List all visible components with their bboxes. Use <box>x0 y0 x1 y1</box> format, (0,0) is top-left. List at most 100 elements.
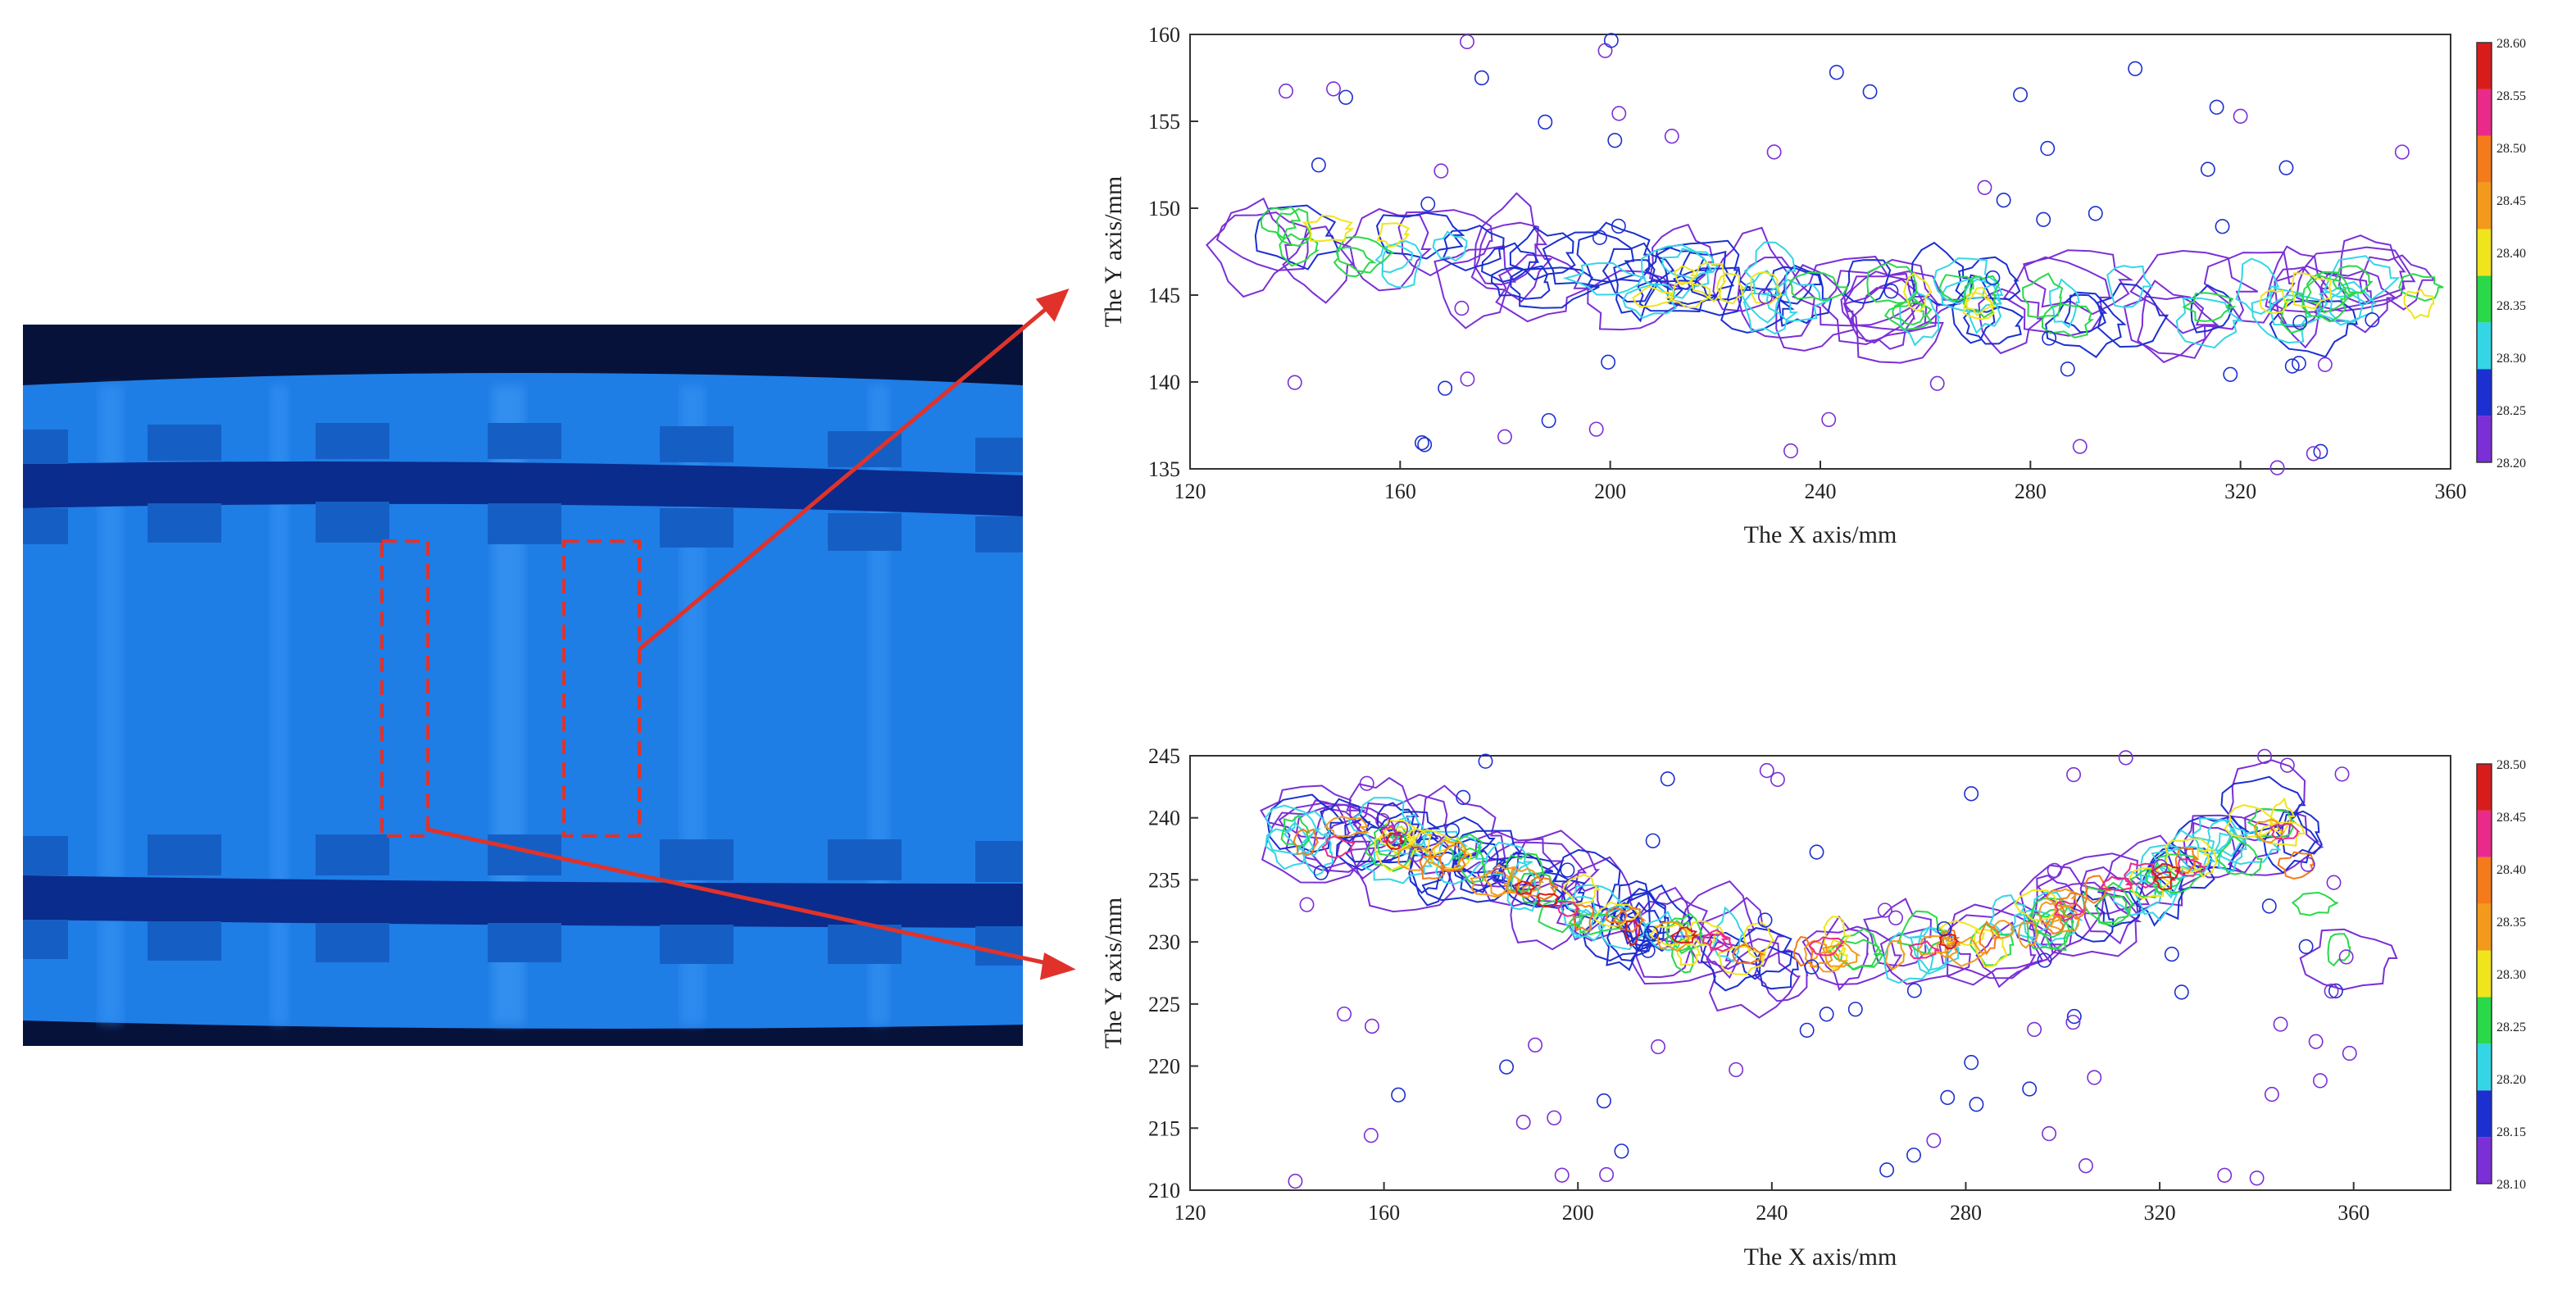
contour-speck <box>1862 84 1878 100</box>
x-tick-label: 160 <box>1368 1201 1400 1225</box>
contour-line <box>2174 858 2206 877</box>
contour-speck <box>1964 1055 1979 1071</box>
contour-line <box>1265 821 1317 871</box>
contour-speck <box>2036 211 2051 227</box>
colorbar-label: 28.20 <box>2496 457 2526 470</box>
contour-line <box>1803 939 1836 968</box>
contour-speck <box>1929 375 1945 391</box>
contour-speck <box>1969 1097 1984 1112</box>
contour-line <box>2235 257 2280 315</box>
contour-line <box>2014 889 2059 921</box>
y-tick-label: 220 <box>1148 1055 1180 1079</box>
colorbar-label: 28.25 <box>2496 1021 2526 1034</box>
contour-line <box>1940 929 1960 948</box>
contour-speck <box>1926 1133 1942 1148</box>
contour-line <box>1619 892 1666 952</box>
contour-speck <box>1420 196 1436 212</box>
contour-speck <box>1985 270 2001 286</box>
contour-line <box>2296 246 2416 312</box>
contour-speck <box>2128 61 2143 76</box>
y-tick-label: 150 <box>1148 197 1180 220</box>
colorbar-label: 28.55 <box>2496 89 2526 103</box>
contour-line <box>2151 853 2204 894</box>
contour-speck <box>2291 356 2306 371</box>
contour-line <box>1605 906 1629 924</box>
selection-box-left <box>380 539 429 838</box>
contour-line <box>1933 257 2000 305</box>
contour-line <box>1973 929 2008 968</box>
contour-line <box>1840 270 1964 332</box>
contour-line <box>2327 933 2351 967</box>
contour-speck <box>2284 358 2300 374</box>
contour-line <box>1254 204 1340 270</box>
contour-line <box>2280 291 2310 334</box>
contour-line <box>1333 246 1377 278</box>
contour-line <box>1775 264 1855 352</box>
x-ticks-top: 120 160 200 240 280 320 360 <box>1174 461 2467 503</box>
contour-speck <box>1758 289 1773 305</box>
contour-speck <box>1363 1128 1379 1143</box>
contour-speck <box>2040 140 2056 157</box>
contour-speck <box>2060 361 2075 377</box>
contour-speck <box>2164 946 2179 962</box>
contour-line <box>2128 867 2173 900</box>
contour-line <box>2269 822 2301 841</box>
contour-line <box>2010 909 2055 939</box>
x-tick-label: 200 <box>1594 480 1626 503</box>
contour-line <box>1731 927 1793 980</box>
contour-speck <box>1313 865 1329 880</box>
arrow-to-top-chart <box>638 303 1052 651</box>
contour-line <box>1374 243 1414 274</box>
contour-line <box>2164 838 2210 874</box>
contour-line <box>1965 286 1994 316</box>
contour-line <box>2337 234 2406 305</box>
contour-line <box>1448 833 1483 861</box>
contour-line <box>1755 945 1799 990</box>
contour-speck <box>1614 1143 1629 1159</box>
contour-line <box>1506 861 1541 912</box>
contour-line <box>1391 813 1432 849</box>
x-tick-label: 240 <box>1805 480 1837 503</box>
contour-speck <box>1596 1093 1611 1109</box>
contour-speck <box>1417 437 1433 452</box>
colorbar-label: 28.25 <box>2496 404 2526 418</box>
contour-speck <box>1499 1059 1515 1075</box>
contour-line <box>1376 222 1411 248</box>
colorbar-label: 28.15 <box>2496 1125 2526 1139</box>
colorbar-segment <box>2477 857 2492 904</box>
contour-line <box>1515 880 1538 896</box>
contour-speck <box>2300 857 2315 872</box>
contour-line <box>1821 941 1861 968</box>
contour-line <box>2041 302 2095 339</box>
contour-speck <box>1937 921 1952 937</box>
y-tick-label: 235 <box>1148 868 1180 892</box>
colorbar-frame <box>2476 42 2492 463</box>
contour-line <box>2151 845 2216 880</box>
contour-line <box>2259 289 2289 314</box>
contour-line <box>1563 884 1624 917</box>
x-tick-label: 360 <box>2337 1201 2369 1225</box>
colorbar-label: 28.35 <box>2496 916 2526 930</box>
colorbar-label: 28.20 <box>2496 1073 2526 1087</box>
contour-line <box>2038 901 2060 928</box>
contour-speck <box>2292 315 2308 330</box>
contour-line <box>1283 810 1332 857</box>
contour-line <box>1293 828 1320 857</box>
colorbar-segment <box>2477 43 2492 89</box>
contour-line <box>2398 273 2444 302</box>
contour-line <box>1613 259 1659 323</box>
contour-line <box>2290 272 2333 310</box>
contour-speck <box>1538 114 1553 130</box>
contour-speck <box>2233 108 2248 124</box>
contour-speck <box>1541 412 1556 429</box>
colorbar-label: 28.50 <box>2496 142 2526 156</box>
y-tick-label: 215 <box>1148 1116 1180 1140</box>
contour-line <box>1843 259 1892 304</box>
contour-line <box>2263 811 2319 875</box>
plot-area-top <box>1189 34 2451 470</box>
contour-line <box>1989 894 2027 936</box>
contour-speck <box>1645 833 1661 848</box>
contour-line <box>1712 226 1791 312</box>
contour-line <box>1206 197 1293 298</box>
arrow-to-bottom-chart <box>427 827 1052 966</box>
